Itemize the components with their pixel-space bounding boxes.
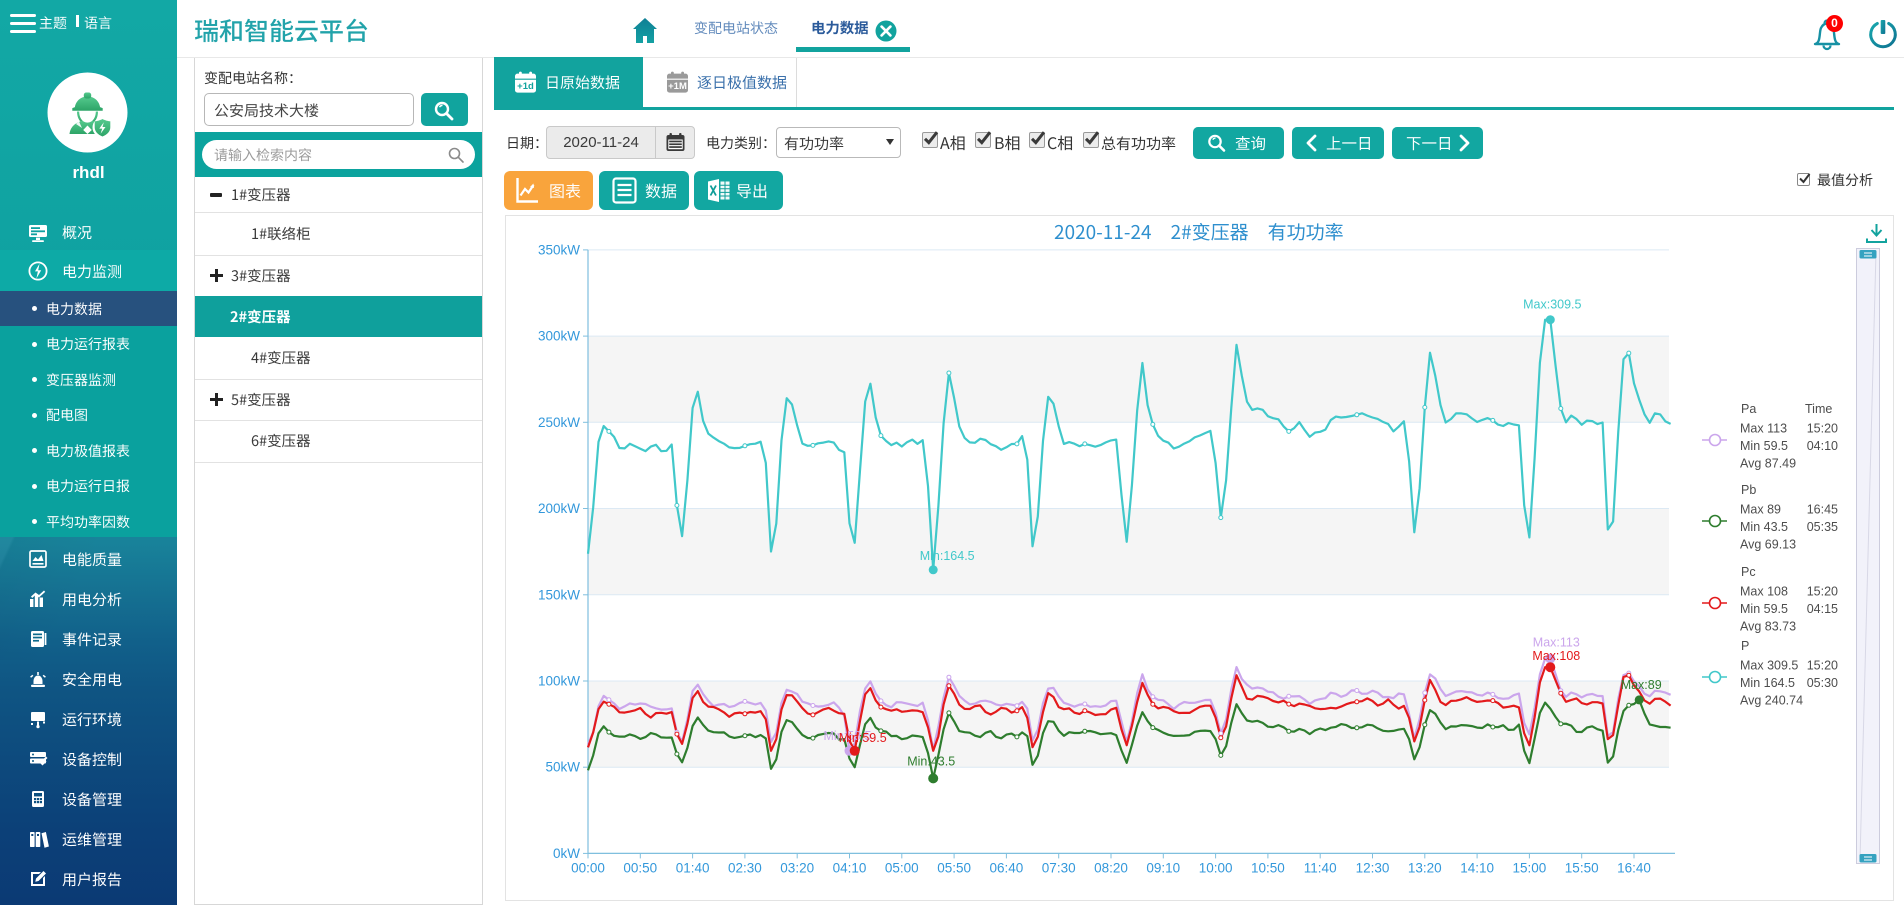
svg-text:09:10: 09:10 [1146,860,1180,875]
svg-text:15:00: 15:00 [1513,860,1547,875]
svg-text:08:20: 08:20 [1094,860,1128,875]
svg-text:10:00: 10:00 [1199,860,1233,875]
svg-text:02:30: 02:30 [728,860,762,875]
svg-text:Avg 87.49: Avg 87.49 [1740,457,1796,471]
svg-text:11:40: 11:40 [1304,860,1337,875]
svg-text:Max 113: Max 113 [1740,422,1787,436]
svg-text:Min 43.5: Min 43.5 [1740,520,1788,534]
svg-text:Min 59.5: Min 59.5 [1740,439,1788,453]
svg-text:04:10: 04:10 [1807,439,1838,453]
svg-text:Avg 69.13: Avg 69.13 [1740,538,1796,552]
svg-text:Pc: Pc [1741,565,1756,579]
svg-text:+1M: +1M [668,81,687,92]
svg-text:05:00: 05:00 [885,860,919,875]
svg-text:15:20: 15:20 [1807,585,1838,599]
svg-text:Max 309.5: Max 309.5 [1740,659,1798,673]
svg-text:06:40: 06:40 [990,860,1024,875]
svg-text:Avg 83.73: Avg 83.73 [1740,620,1796,634]
svg-text:Max:113: Max:113 [1533,636,1580,650]
svg-text:+1d: +1d [517,81,534,92]
svg-text:0kW: 0kW [553,846,580,861]
svg-text:Min:164.5: Min:164.5 [920,549,975,563]
svg-text:16:40: 16:40 [1617,860,1651,875]
svg-text:14:10: 14:10 [1460,860,1494,875]
svg-text:Avg 240.74: Avg 240.74 [1740,694,1803,708]
svg-text:Min 59.5: Min 59.5 [1740,602,1788,616]
svg-text:50kW: 50kW [545,760,580,775]
svg-text:15:20: 15:20 [1807,659,1838,673]
svg-text:05:35: 05:35 [1807,520,1838,534]
svg-text:01:40: 01:40 [676,860,710,875]
svg-text:07:30: 07:30 [1042,860,1076,875]
svg-text:16:45: 16:45 [1807,503,1838,517]
svg-text:Max:89: Max:89 [1621,678,1662,692]
svg-text:Min 164.5: Min 164.5 [1740,676,1795,690]
svg-text:200kW: 200kW [538,501,580,516]
svg-text:00:50: 00:50 [623,860,657,875]
svg-text:13:20: 13:20 [1408,860,1442,875]
svg-text:10:50: 10:50 [1251,860,1285,875]
svg-text:Max 108: Max 108 [1740,585,1788,599]
svg-text:Min:43.5: Min:43.5 [907,754,955,768]
svg-text:350kW: 350kW [538,242,580,257]
svg-text:12:30: 12:30 [1356,860,1390,875]
svg-text:03:20: 03:20 [780,860,814,875]
svg-text:Pa: Pa [1741,402,1756,416]
svg-text:00:00: 00:00 [571,860,605,875]
svg-text:150kW: 150kW [538,587,580,602]
svg-text:15:50: 15:50 [1565,860,1599,875]
svg-text:Max:309.5: Max:309.5 [1523,298,1581,312]
svg-text:Min:59.5: Min:59.5 [839,731,887,745]
svg-text:300kW: 300kW [538,329,580,344]
svg-text:15:20: 15:20 [1807,422,1838,436]
svg-text:250kW: 250kW [538,415,580,430]
svg-text:Pb: Pb [1741,483,1756,497]
svg-text:04:10: 04:10 [833,860,867,875]
svg-text:05:50: 05:50 [937,860,971,875]
svg-text:P: P [1741,639,1749,653]
svg-text:Min:59.5: Min:59.5 [824,729,872,743]
svg-text:05:30: 05:30 [1807,676,1838,690]
svg-text:Max:108: Max:108 [1532,649,1580,663]
svg-text:Time: Time [1805,402,1832,416]
svg-text:Max 89: Max 89 [1740,503,1781,517]
svg-text:04:15: 04:15 [1807,602,1838,616]
svg-text:100kW: 100kW [538,674,580,689]
